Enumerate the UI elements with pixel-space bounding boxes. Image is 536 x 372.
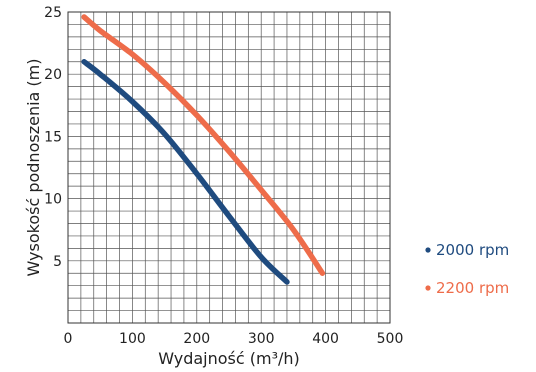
tick-labels: 0 100 200 300 400 500 5 10 15 20 25: [44, 5, 403, 347]
x-axis-title: Wydajność (m³/h): [158, 349, 300, 368]
x-tick-label: 500: [377, 331, 404, 347]
legend-marker: [425, 285, 431, 291]
x-tick-label: 0: [64, 331, 73, 347]
y-tick-label: 20: [44, 67, 62, 83]
legend-marker: [425, 247, 431, 253]
y-tick-label: 15: [44, 129, 62, 145]
x-tick-label: 300: [248, 331, 275, 347]
plot-frame: [67, 11, 391, 324]
grid: [67, 11, 391, 324]
x-tick-label: 400: [312, 331, 339, 347]
y-tick-label: 5: [53, 254, 62, 270]
x-tick-label: 200: [183, 331, 210, 347]
legend: 2000 rpm 2200 rpm: [425, 241, 509, 297]
legend-label: 2000 rpm: [436, 241, 509, 259]
y-tick-label: 10: [44, 192, 62, 208]
series-line-1: [81, 14, 326, 276]
legend-label: 2200 rpm: [436, 279, 509, 297]
y-tick-label: 25: [44, 5, 62, 21]
series-line-0: [81, 59, 290, 285]
y-axis-title: Wysokość podnoszenia (m): [24, 59, 43, 277]
series-layer: [81, 14, 326, 285]
x-tick-label: 100: [119, 331, 146, 347]
